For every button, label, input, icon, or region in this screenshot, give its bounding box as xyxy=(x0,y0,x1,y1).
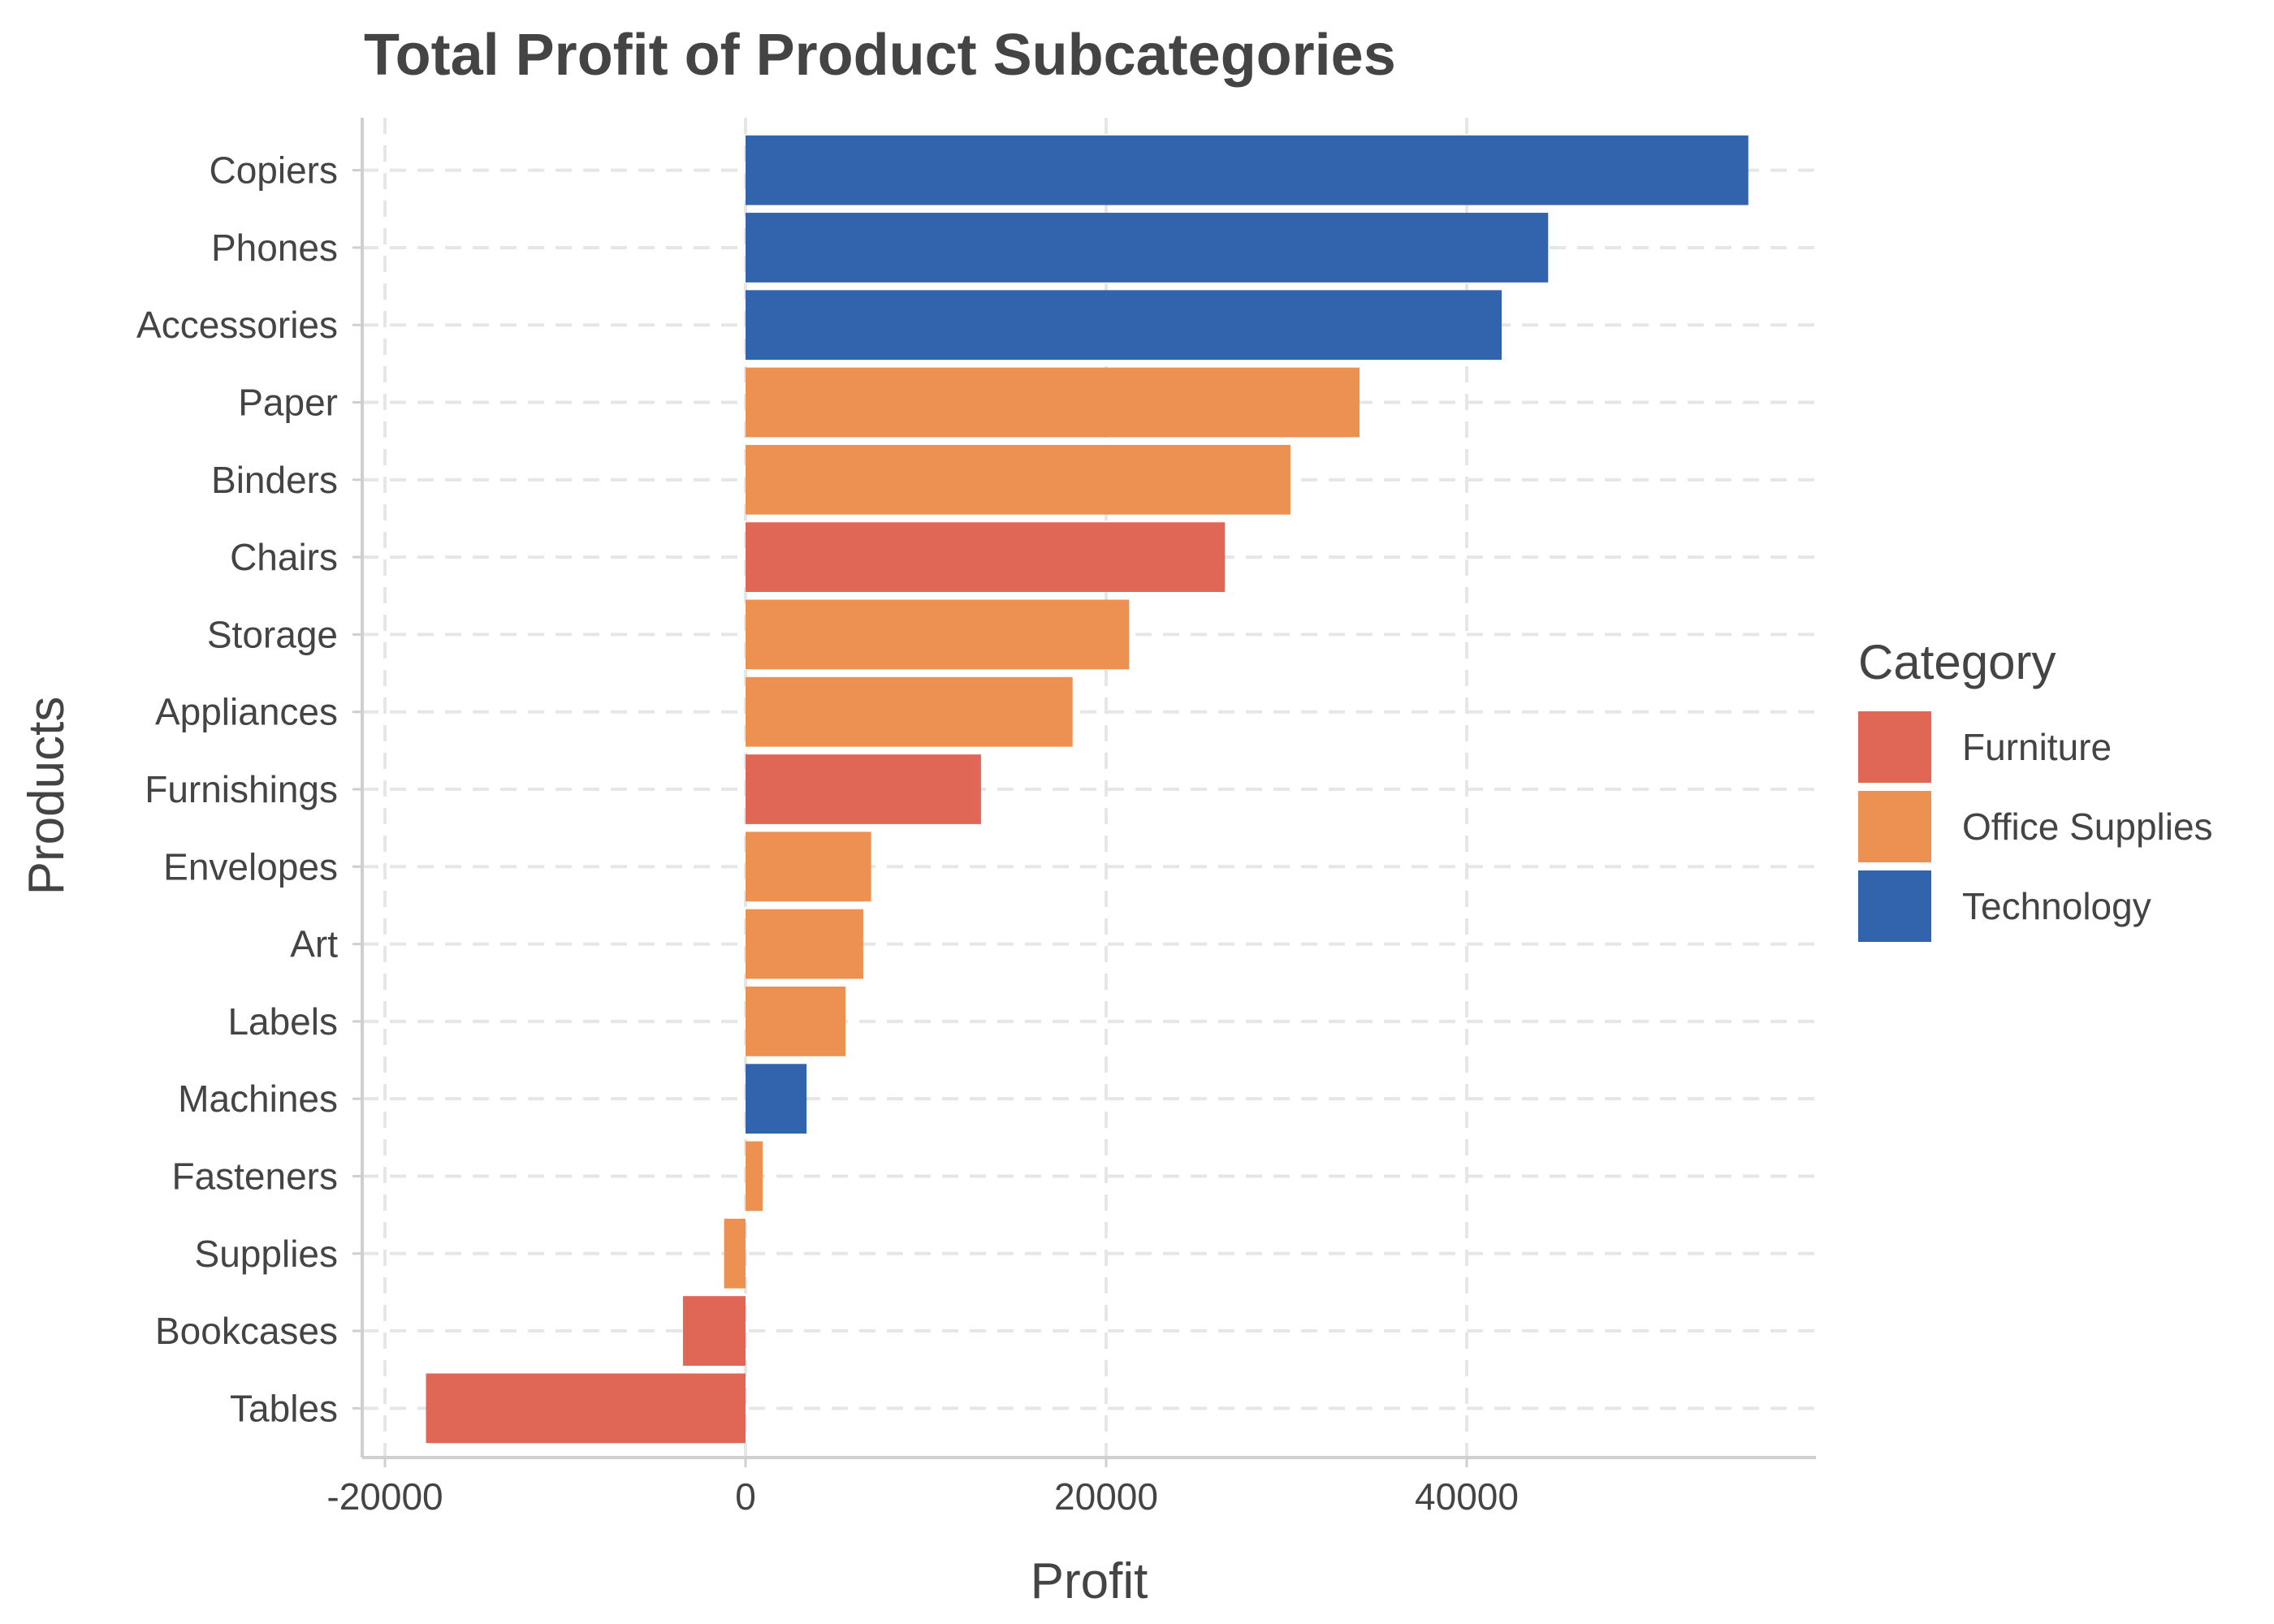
y-tick-label: Appliances xyxy=(155,691,338,733)
y-axis-title: Products xyxy=(19,697,75,896)
x-tick-labels: -20000 0 20000 40000 xyxy=(326,1475,1519,1518)
bar-machines xyxy=(746,1064,807,1134)
chart-title: Total Profit of Product Subcategories xyxy=(364,23,1396,88)
x-tick-label: 0 xyxy=(735,1475,756,1518)
x-axis-title: Profit xyxy=(1031,1553,1148,1609)
bar-copiers xyxy=(746,135,1749,205)
y-tick-labels: Copiers Phones Accessories Paper Binders Chai… xyxy=(136,149,338,1430)
legend-label: Office Supplies xyxy=(1962,806,2213,848)
bar-paper xyxy=(746,367,1360,438)
axes xyxy=(352,118,1816,1467)
bar-chairs xyxy=(746,522,1226,592)
bars xyxy=(426,135,1749,1444)
y-tick-label: Labels xyxy=(227,1000,338,1043)
x-tick-label: -20000 xyxy=(326,1475,443,1518)
y-tick-label: Fasteners xyxy=(171,1155,338,1197)
bar-envelopes xyxy=(746,831,871,902)
y-tick-label: Supplies xyxy=(195,1233,338,1275)
legend-label: Furniture xyxy=(1962,726,2112,768)
bar-binders xyxy=(746,444,1290,515)
y-tick-label: Storage xyxy=(207,613,338,655)
legend-swatch-furniture xyxy=(1858,711,1931,783)
bar-furnishings xyxy=(746,754,981,824)
y-tick-label: Accessories xyxy=(136,304,338,346)
bar-storage xyxy=(746,599,1130,670)
y-tick-label: Tables xyxy=(230,1387,338,1429)
bar-phones xyxy=(746,213,1549,283)
x-tick-label: 20000 xyxy=(1054,1475,1158,1518)
y-tick-label: Copiers xyxy=(209,149,338,192)
y-tick-label: Phones xyxy=(211,227,338,269)
y-tick-label: Chairs xyxy=(230,536,338,578)
legend-swatch-office-supplies xyxy=(1858,791,1931,862)
y-tick-label: Machines xyxy=(178,1078,338,1120)
bar-tables xyxy=(426,1373,746,1444)
legend: Category Furniture Office Supplies Technol… xyxy=(1858,635,2213,942)
y-tick-label: Binders xyxy=(211,459,338,501)
y-tick-label: Paper xyxy=(238,382,338,424)
bar-fasteners xyxy=(746,1141,763,1212)
y-tick-label: Envelopes xyxy=(163,845,338,888)
legend-swatch-technology xyxy=(1858,870,1931,942)
bar-appliances xyxy=(746,676,1073,747)
bar-supplies xyxy=(724,1218,746,1289)
legend-title: Category xyxy=(1858,635,2056,689)
bar-bookcases xyxy=(682,1296,746,1366)
bar-art xyxy=(746,909,863,979)
bar-accessories xyxy=(746,290,1502,361)
x-tick-label: 40000 xyxy=(1415,1475,1519,1518)
y-tick-label: Art xyxy=(290,923,338,965)
y-tick-label: Furnishings xyxy=(145,768,338,810)
legend-label: Technology xyxy=(1962,885,2151,927)
y-tick-label: Bookcases xyxy=(155,1310,338,1352)
bar-labels xyxy=(746,987,846,1056)
